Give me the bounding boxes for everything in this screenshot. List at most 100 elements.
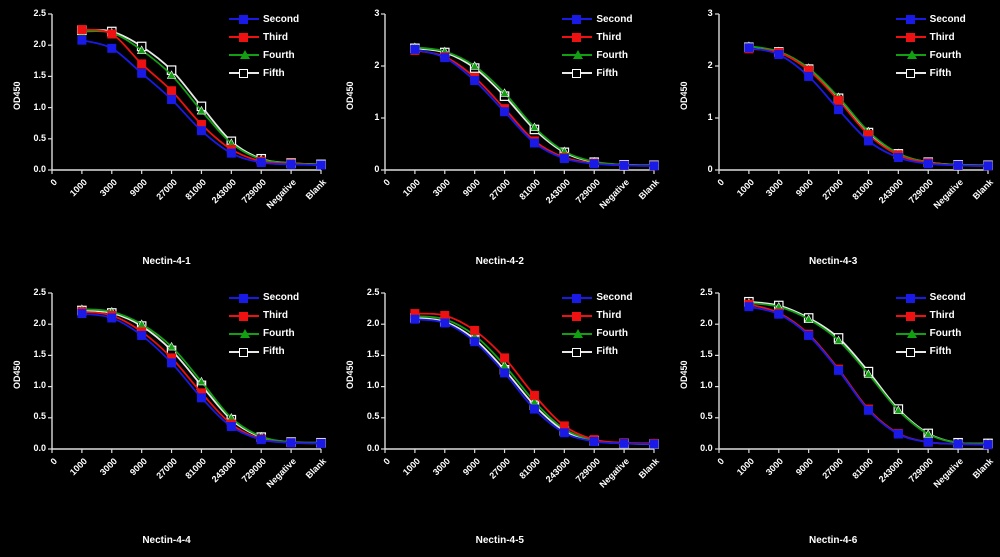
legend-item-fourth[interactable]: Fourth (562, 325, 632, 343)
data-point-second (77, 35, 87, 45)
legend-marker-fourth-icon (562, 49, 593, 61)
data-point-second (773, 50, 783, 60)
y-axis-tick-label: 2.0 (33, 317, 46, 328)
legend-item-fifth[interactable]: Fifth (562, 64, 632, 82)
y-axis-title: OD450 (345, 359, 356, 389)
data-point-second (107, 43, 117, 53)
y-axis-tick-label: 1.0 (366, 380, 380, 391)
data-point-fourth (500, 88, 510, 97)
legend-label: Fifth (929, 346, 952, 357)
y-axis-tick-label: 2 (707, 60, 713, 70)
y-axis-title: OD450 (345, 81, 356, 110)
legend-item-third[interactable]: Third (229, 307, 299, 325)
data-point-second (167, 94, 177, 104)
legend-item-second[interactable]: Second (562, 289, 632, 307)
legend-label: Fourth (263, 328, 295, 339)
legend-marker-second-icon (895, 13, 926, 25)
data-point-second (470, 76, 480, 86)
data-point-second (833, 105, 843, 115)
y-axis-title: OD450 (12, 359, 22, 389)
legend-marker-fifth-icon (562, 346, 593, 358)
legend-label: Fourth (596, 328, 628, 339)
data-point-second (286, 159, 296, 169)
legend-item-third[interactable]: Third (229, 28, 299, 46)
legend-item-third[interactable]: Third (895, 28, 966, 46)
legend-item-fourth[interactable]: Fourth (562, 46, 632, 64)
legend-marker-fifth-icon (895, 67, 926, 79)
legend-label: Third (596, 310, 622, 321)
legend-item-second[interactable]: Second (229, 289, 299, 307)
data-point-second (953, 439, 963, 449)
data-point-second (983, 439, 993, 449)
legend-item-second[interactable]: Second (562, 10, 632, 28)
data-point-fourth (530, 122, 540, 132)
legend-item-second[interactable]: Second (229, 10, 299, 28)
legend-item-third[interactable]: Third (562, 307, 632, 325)
legend-label: Fifth (929, 67, 952, 79)
data-point-fourth (166, 341, 177, 350)
data-point-second (196, 392, 206, 402)
data-point-second (410, 44, 420, 54)
data-point-fourth (136, 45, 147, 54)
legend-label: Fifth (263, 346, 285, 357)
legend-label: Second (263, 292, 300, 303)
legend-item-fourth[interactable]: Fourth (895, 46, 966, 64)
legend-label: Second (263, 13, 300, 25)
plot-panel-nectin-4-2: 0 1 2 3 OD450 0 1000 3000 9000 27000 81000 243000 72… (333, 0, 666, 278)
legend-item-second[interactable]: Second (895, 289, 966, 307)
data-point-second (590, 436, 600, 446)
y-axis-tick-label: 1.5 (33, 70, 46, 81)
legend-item-fifth[interactable]: Fifth (229, 64, 299, 82)
legend-marker-fourth-icon (229, 49, 259, 61)
legend-marker-fifth-icon (895, 346, 926, 358)
data-point-second (803, 330, 813, 340)
y-axis-title: OD450 (678, 81, 689, 110)
plot-canvas (48, 291, 326, 453)
legend-item-second[interactable]: Second (895, 10, 966, 28)
data-point-second (137, 68, 147, 78)
plot-panel-nectin-4-5: 0.0 0.5 1.0 1.5 2.0 2.5 OD450 0 1000 3000 9000 2700… (333, 279, 666, 557)
legend-item-fourth[interactable]: Fourth (895, 325, 966, 343)
data-point-second (893, 429, 903, 439)
legend: Second Third Fourth Fifth (229, 289, 299, 361)
data-point-second (167, 357, 177, 367)
plot-canvas (714, 13, 993, 174)
y-axis-tick-label: 0 (707, 164, 713, 174)
legend-marker-third-icon (562, 310, 593, 322)
data-point-third (77, 25, 87, 35)
data-point-fourth (893, 404, 903, 414)
legend-item-fifth[interactable]: Fifth (562, 343, 632, 361)
legend-item-fourth[interactable]: Fourth (229, 46, 299, 64)
legend-marker-second-icon (229, 292, 259, 304)
y-axis-tick-label: 1.0 (700, 380, 713, 391)
data-point-fourth (166, 70, 177, 79)
legend-item-third[interactable]: Third (895, 307, 966, 325)
legend-item-third[interactable]: Third (562, 28, 632, 46)
y-axis-tick-label: 0.5 (366, 411, 380, 422)
legend-item-fifth[interactable]: Fifth (895, 64, 966, 82)
legend-marker-third-icon (895, 310, 926, 322)
legend-item-fourth[interactable]: Fourth (229, 325, 299, 343)
y-axis-tick-label: 1.5 (366, 348, 380, 359)
y-axis-tick-label: 1 (707, 112, 713, 122)
y-axis-title: OD450 (678, 359, 689, 389)
legend-marker-second-icon (895, 292, 926, 304)
data-point-second (316, 160, 326, 170)
y-axis-tick-label: 1.0 (33, 380, 46, 391)
data-point-second (649, 161, 659, 171)
data-point-second (500, 107, 510, 117)
data-point-second (226, 421, 236, 431)
data-point-second (619, 160, 629, 170)
legend-marker-fifth-icon (229, 346, 259, 358)
y-axis-tick-label: 0.5 (33, 411, 46, 422)
x-axis-title: Nectin-4-2 (475, 256, 524, 267)
y-axis-tick-label: 1 (374, 112, 380, 122)
legend-label: Third (263, 31, 288, 43)
x-axis-title: Nectin-4-6 (808, 534, 858, 546)
data-point-second (316, 438, 326, 448)
legend-item-fifth[interactable]: Fifth (895, 343, 966, 361)
data-point-second (773, 309, 783, 319)
data-point-fourth (470, 61, 480, 70)
data-point-second (744, 301, 754, 311)
legend-item-fifth[interactable]: Fifth (229, 343, 299, 361)
